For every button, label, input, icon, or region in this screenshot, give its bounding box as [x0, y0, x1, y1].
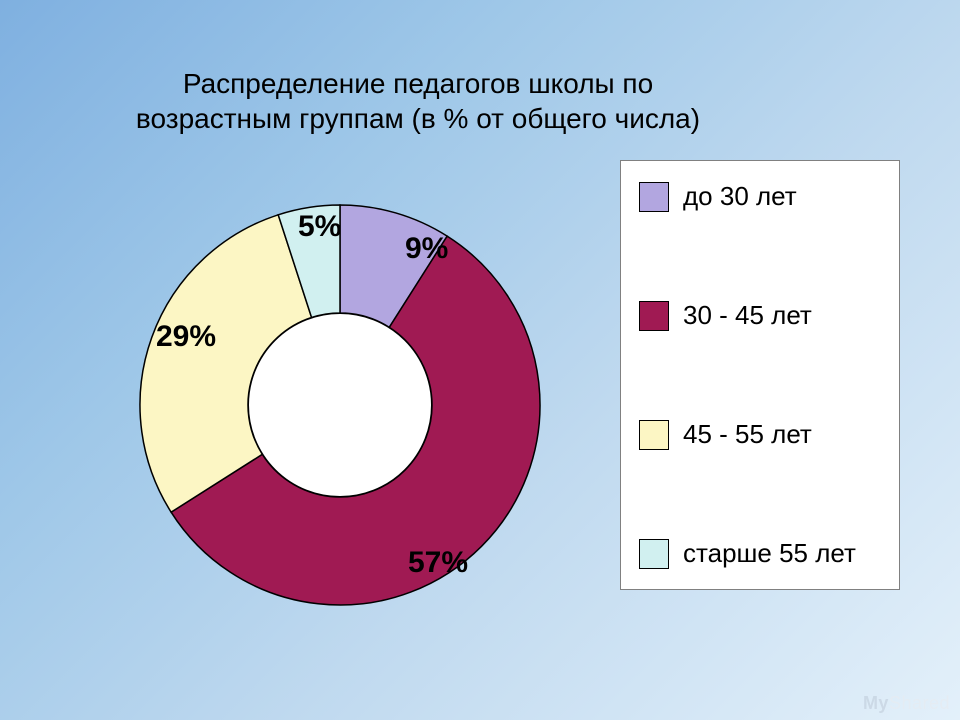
slice-label-2: 29% — [156, 320, 216, 354]
legend-swatch-2 — [639, 420, 669, 450]
legend-swatch-3 — [639, 539, 669, 569]
slide-background: Распределение педагогов школы по возраст… — [0, 0, 960, 720]
slice-label-3: 5% — [298, 210, 341, 244]
legend-box: до 30 лет 30 - 45 лет 45 - 55 лет старше 55… — [620, 160, 900, 590]
legend-swatch-0 — [639, 182, 669, 212]
legend-item-0: до 30 лет — [639, 181, 881, 212]
watermark: MyShared — [863, 693, 950, 714]
donut-center — [249, 314, 432, 497]
donut-chart: 9% 57% 29% 5% — [110, 170, 570, 630]
slice-label-1: 57% — [408, 546, 468, 580]
legend-item-3: старше 55 лет — [639, 538, 881, 569]
legend-label-3: старше 55 лет — [683, 538, 856, 569]
chart-title: Распределение педагогов школы по возраст… — [108, 66, 728, 136]
watermark-prefix: My — [863, 693, 889, 713]
watermark-suffix: Shared — [889, 693, 950, 713]
legend-swatch-1 — [639, 301, 669, 331]
legend-label-1: 30 - 45 лет — [683, 300, 812, 331]
legend-item-1: 30 - 45 лет — [639, 300, 881, 331]
slice-label-0: 9% — [405, 232, 448, 266]
legend-label-2: 45 - 55 лет — [683, 419, 812, 450]
legend-label-0: до 30 лет — [683, 181, 797, 212]
legend-item-2: 45 - 55 лет — [639, 419, 881, 450]
